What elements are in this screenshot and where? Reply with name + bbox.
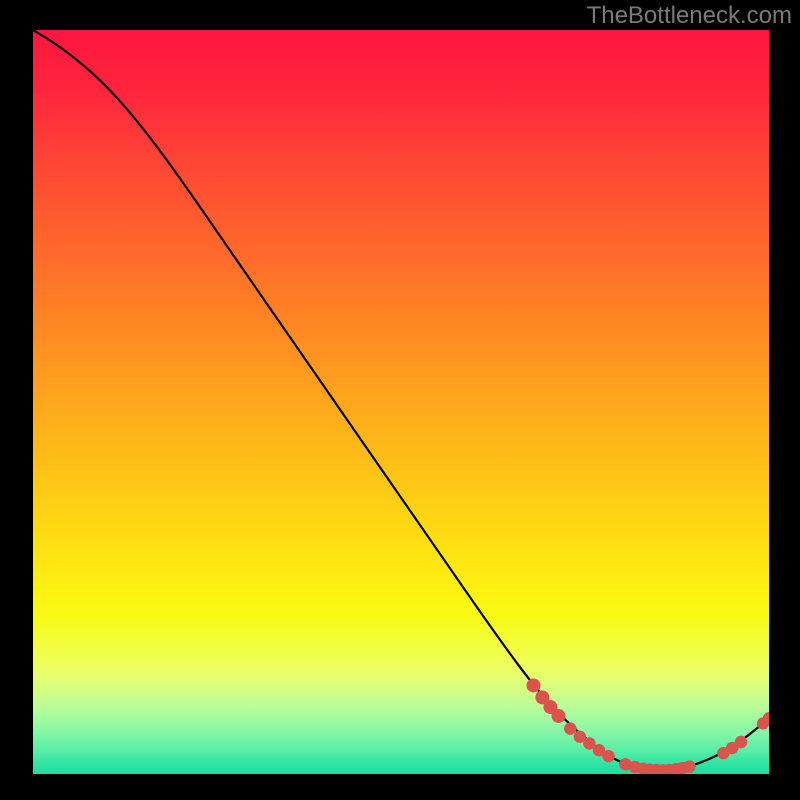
watermark-text: TheBottleneck.com [587,2,792,30]
data-point-marker [552,709,566,723]
data-point-marker [735,736,747,748]
plot-area [33,30,769,774]
data-point-marker [526,678,540,692]
data-point-marker [683,760,695,772]
bottleneck-curve [33,30,769,770]
data-point-marker [602,750,614,762]
chart-stage: TheBottleneck.com [0,0,800,800]
chart-svg [33,30,769,774]
data-point-marker [564,722,576,734]
